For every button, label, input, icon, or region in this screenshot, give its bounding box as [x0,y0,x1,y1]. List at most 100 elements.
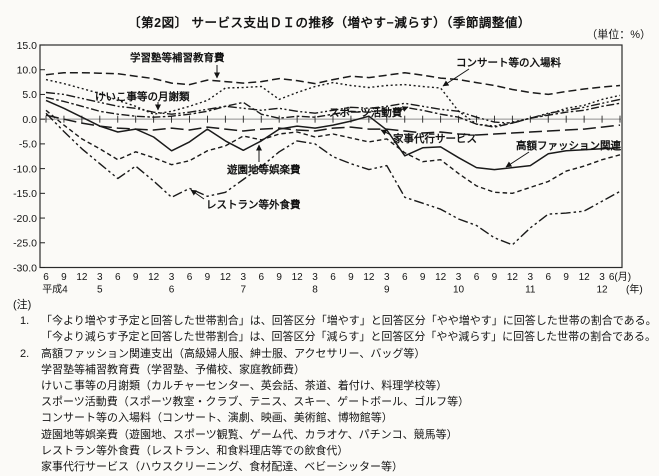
y-tick-label: -5.0 [19,139,37,151]
note-text: 学習塾等補習教育費（学習塾、予備校、家庭教師費） [41,363,305,376]
x-year-label: 8 [312,285,318,296]
x-year-label: 7 [241,285,247,296]
note-text: 「今より増やす予定と回答した世帯割合」は、回答区分「増やす」と回答区分「やや増や… [41,315,657,328]
series-line-7 [45,112,621,246]
series-line-0 [45,71,621,96]
x-month-label: 6 [43,272,49,283]
x-month-label: 12 [148,272,160,283]
note-text: 「今より減らす予定と回答した世帯割合」は、回答区分「減らす」と回答区分「やや減ら… [41,331,657,344]
x-month-label: 6 [474,272,480,283]
x-month-label: 6 [115,272,121,283]
x-month-label: 9 [205,272,211,283]
x-month-label: 3 [241,272,247,283]
note-line: 遊園地等娯楽費（遊園地、スポーツ観覧、ゲーム代、カラオケ、パチンコ、競馬等） [13,427,653,443]
x-month-label: 3 [97,272,103,283]
series-annotation: 高額ファッション関連 [516,139,621,152]
x-month-label: 9 [276,272,282,283]
y-tick-label: -30.0 [13,262,37,274]
note-text: コンサート等の入場料（コンサート、演劇、映画、美術館、博物館等） [41,412,393,425]
annotation-arrow [380,129,392,136]
annotation-arrow [190,189,205,200]
note-text: スポーツ活動費（スポーツ教室・クラブ、テニス、スキー、ゲートボール、ゴルフ等） [41,396,470,409]
x-year-label: 11 [525,285,536,296]
y-tick-label: -25.0 [13,238,37,250]
x-month-label: 9 [420,272,426,283]
note-number: 2. [20,347,30,360]
x-month-label: 3 [456,272,462,283]
x-year-label: 平成4 [42,284,68,296]
series-annotation: スポーツ活動費 [329,106,403,119]
x-year-label: 5 [97,285,103,296]
x-month-label: 9 [133,272,139,283]
figure-title: 〔第2図〕 サービス支出ＤＩの推移（増やす−減らす）（季節調整値） [128,16,531,30]
x-month-label: 12 [507,272,519,283]
series-annotation: 家事代行サービス [393,132,477,145]
annotation-arrow [397,106,409,112]
x-month-label: 12 [579,272,591,283]
annotation-arrow [505,151,530,168]
x-month-label: 3 [169,272,175,283]
x-month-label: 12 [292,272,304,283]
y-tick-label: -10.0 [13,163,37,175]
note-line: 2. 高額ファッション関連支出（高級婦人服、紳士服、アクセサリー、バッグ等） [13,346,653,362]
unit-label: （単位：%） [586,29,651,41]
plot-border [39,44,623,269]
x-month-label: 9 [348,272,354,283]
series-annotation: レストラン等外食費 [206,198,301,211]
series-annotation: 遊園地等娯楽費 [227,163,301,176]
x-month-label: 3 [384,272,390,283]
note-line: 家事代行サービス（ハウスクリーニング、食材配達、ベビーシッター等） [13,459,653,475]
series-line-3 [45,96,621,128]
note-text: 遊園地等娯楽費（遊園地、スポーツ観覧、ゲーム代、カラオケ、パチンコ、競馬等） [41,428,458,441]
x-month-label: 9 [492,272,498,283]
note-number: 1. [20,315,30,328]
x-month-label: 9 [563,272,569,283]
y-tick-label: 0.0 [22,114,37,126]
series-line-2 [45,91,621,124]
annotation-arrow [442,68,470,87]
note-text: けいこ事等の月謝類（カルチャーセンター、英会話、茶道、着付け、料理学校等） [41,380,448,393]
series-annotation: コンサート等の入場料 [456,56,561,69]
note-line: コンサート等の入場料（コンサート、演劇、映画、美術館、博物館等） [13,410,653,426]
x-year-label: 6 [169,285,175,296]
x-month-label: 9 [61,272,67,283]
note-line: 「今より減らす予定と回答した世帯割合」は、回答区分「減らす」と回答区分「やや減ら… [13,329,657,345]
y-tick-label: 10.0 [17,65,38,77]
x-month-label: 6 [187,272,193,283]
y-tick-label: 5.0 [22,89,37,101]
note-text: 家事代行サービス（ハウスクリーニング、食材配達、ベビーシッター等） [41,461,404,474]
x-month-label: 12 [220,272,232,283]
x-month-label: 6(月) [609,271,631,283]
x-year-label: (年) [626,283,643,296]
y-tick-label: -20.0 [13,213,37,225]
di-line-chart: 15.0 10.0 5.0 0.0 -5.0 -10.0 -15.0 -20.0 -25.0 -3… [13,40,643,296]
note-line: 学習塾等補習教育費（学習塾、予備校、家庭教師費） [13,362,653,378]
x-year-label: 9 [384,285,390,296]
x-month-label: 12 [435,272,447,283]
x-month-label: 6 [545,272,551,283]
notes-heading: (注) [13,299,32,311]
x-month-label: 3 [312,272,318,283]
series-line-5 [45,99,621,171]
y-tick-label: 15.0 [17,40,38,52]
note-text: 高額ファッション関連支出（高級婦人服、紳士服、アクセサリー、バッグ等） [41,347,426,360]
x-month-label: 3 [528,272,534,283]
series-line-6 [45,109,621,195]
y-tick-label: -15.0 [13,188,37,200]
note-line: 1. 「今より増やす予定と回答した世帯割合」は、回答区分「増やす」と回答区分「やや… [13,313,657,329]
x-month-label: 12 [76,272,88,283]
x-year-label: 12 [597,285,609,296]
note-text: レストラン等外食費（レストラン、和食料理店等での飲食代） [41,444,349,457]
x-month-label: 3 [599,272,605,283]
note-line: レストラン等外食費（レストラン、和食料理店等での飲食代） [13,443,653,459]
note-line: スポーツ活動費（スポーツ教室・クラブ、テニス、スキー、ゲートボール、ゴルフ等） [13,394,653,410]
series-line-1 [45,78,621,127]
x-month-label: 12 [363,272,375,283]
x-month-label: 6 [330,272,336,283]
series-line-4 [45,114,621,136]
x-year-label: 10 [453,285,465,296]
x-month-label: 6 [258,272,264,283]
series-annotation: けいこ事等の月謝類 [95,90,190,103]
footnotes: (注) 1. 「今より増やす予定と回答した世帯割合」は、回答区分「増やす」と回答区分… [13,297,657,475]
